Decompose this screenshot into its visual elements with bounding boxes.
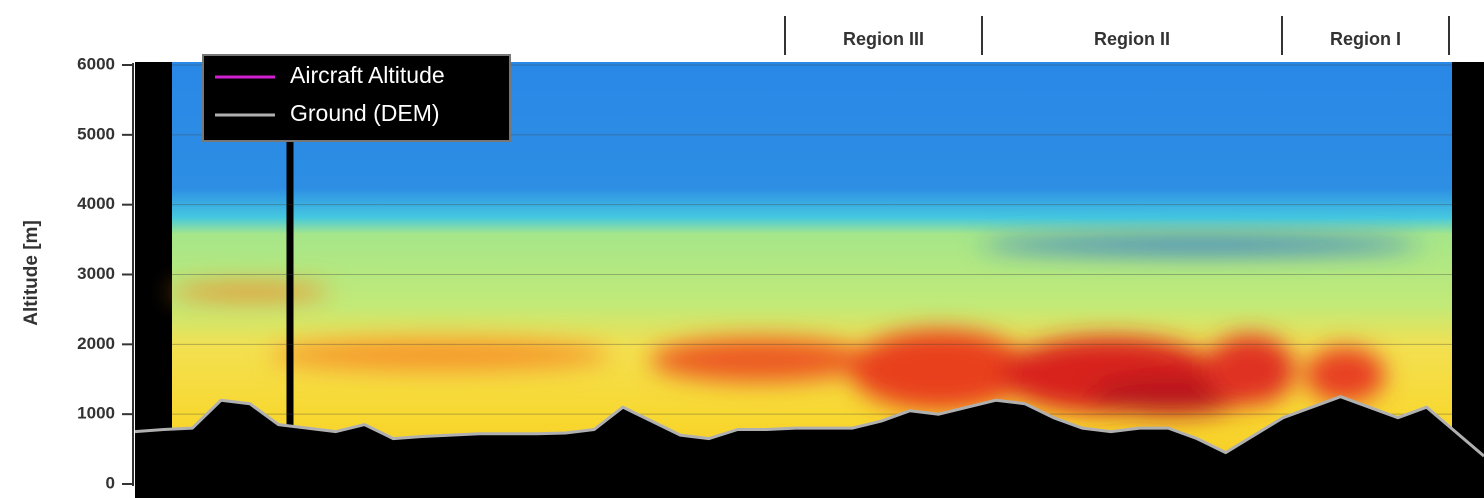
region-label: Region III [843, 29, 924, 49]
y-tick-label: 3000 [77, 264, 115, 283]
y-tick-label: 1000 [77, 404, 115, 423]
legend-label: Ground (DEM) [290, 100, 440, 126]
y-tick-label: 5000 [77, 124, 115, 143]
y-axis-label: Altitude [m] [21, 220, 42, 326]
region-label: Region I [1330, 29, 1401, 49]
y-tick-label: 6000 [77, 54, 115, 73]
regions: Region III Region II Region I [785, 16, 1449, 55]
region-label: Region II [1094, 29, 1170, 49]
legend: Aircraft Altitude Ground (DEM) [203, 55, 510, 141]
y-axis: 0 1000 2000 3000 4000 5000 6000 [77, 54, 133, 492]
y-tick-label: 0 [106, 473, 115, 492]
y-tick-label: 4000 [77, 194, 115, 213]
y-tick-label: 2000 [77, 334, 115, 353]
legend-label: Aircraft Altitude [290, 62, 445, 88]
chart: 0 1000 2000 3000 4000 5000 6000 Altitude [m] R… [0, 0, 1484, 498]
